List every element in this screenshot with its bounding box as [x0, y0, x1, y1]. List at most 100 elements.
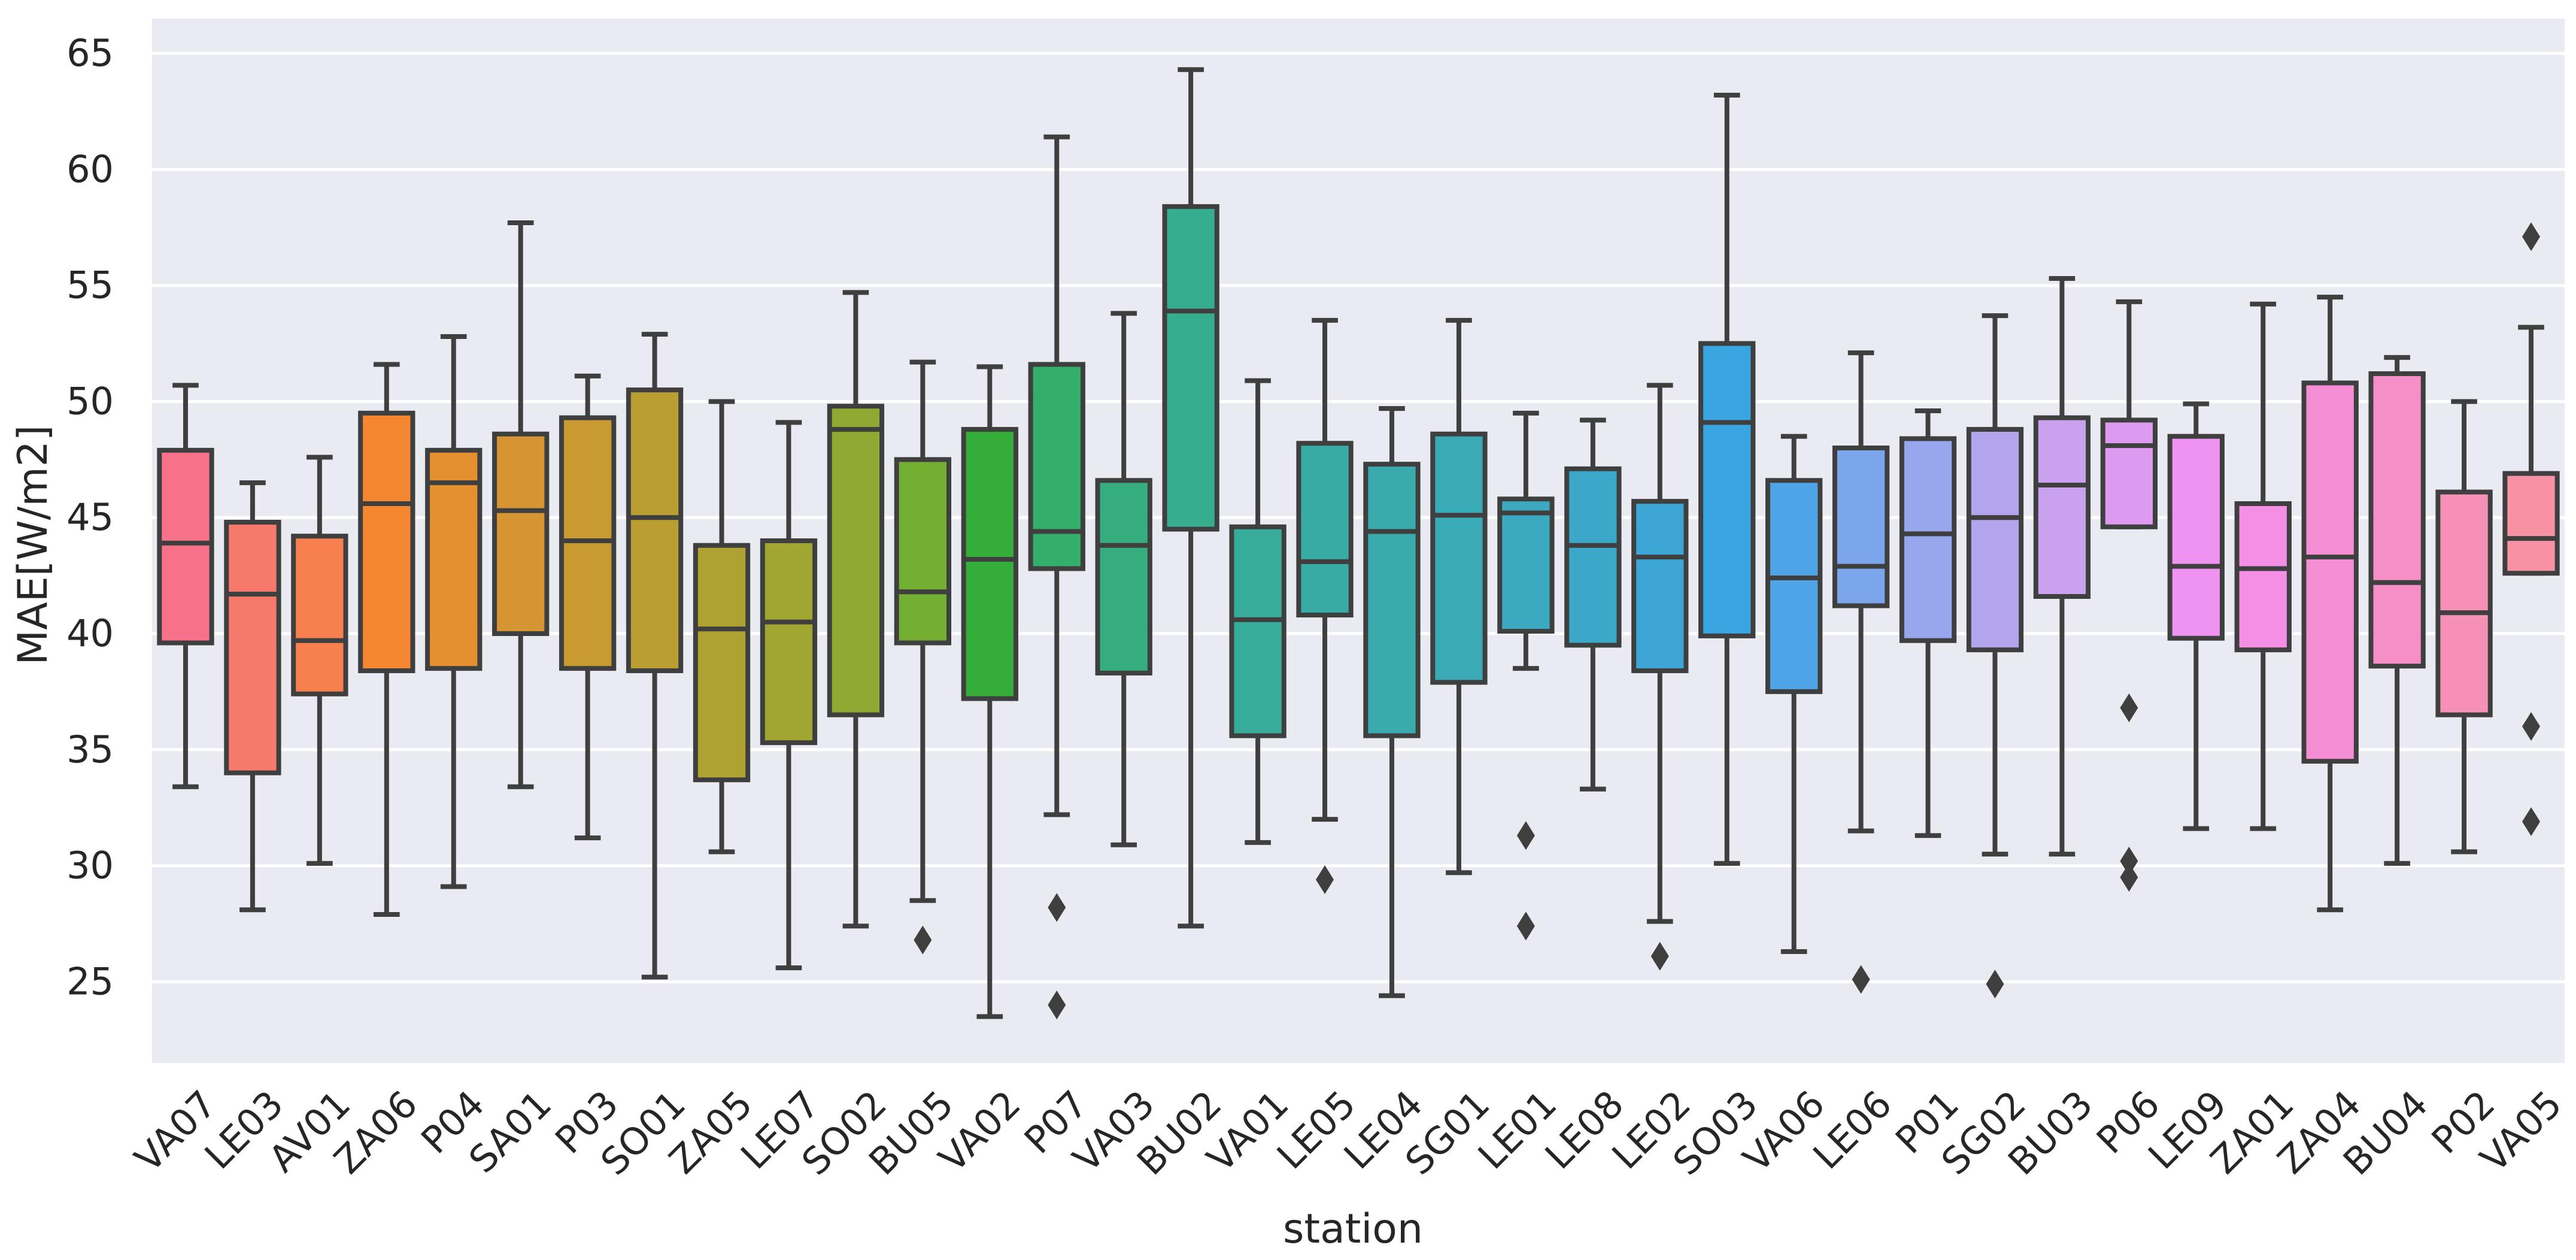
outlier-point: [914, 925, 932, 955]
outlier-point: [1852, 965, 1870, 994]
y-tick-label: 35: [66, 728, 114, 771]
x-axis-ticks: VA07LE03AV01ZA06P04SA01P03SO01ZA05LE07SO…: [126, 1082, 2571, 1184]
box-iqr: [1832, 445, 1890, 608]
x-tick-label: LE01: [1470, 1082, 1565, 1178]
box-za05: [693, 399, 751, 855]
box-bu04: [2368, 355, 2426, 866]
box-va07: [157, 383, 214, 789]
box-le05: [1296, 317, 1354, 894]
plot-background: [152, 19, 2565, 1063]
outlier-point: [1516, 911, 1535, 941]
y-axis-label: MAE[W/m2]: [10, 425, 57, 665]
box-sg02: [1966, 313, 2024, 999]
box-za04: [2301, 295, 2359, 913]
x-axis-label: station: [1283, 1206, 1423, 1253]
box-va01: [1229, 378, 1287, 845]
box-iqr: [2368, 371, 2426, 669]
x-tick-label: LE05: [1269, 1082, 1364, 1178]
y-tick-label: 50: [66, 379, 114, 423]
box-iqr: [894, 457, 952, 646]
box-so01: [626, 332, 684, 980]
outlier-point: [2120, 693, 2138, 723]
box-le08: [1564, 417, 1622, 792]
box-le01: [1497, 410, 1555, 941]
box-iqr: [1564, 466, 1622, 648]
outlier-point: [1048, 893, 1066, 922]
outlier-point: [2120, 862, 2138, 892]
box-p01: [1899, 408, 1957, 838]
box-iqr: [1296, 441, 1354, 618]
y-tick-label: 45: [66, 495, 114, 539]
outlier-point: [2522, 222, 2541, 252]
box-iqr: [2435, 489, 2493, 717]
y-axis-ticks: 25 30 35 40 45 50 55 60 65: [66, 31, 114, 1003]
box-iqr: [626, 387, 684, 674]
box-iqr: [1497, 496, 1555, 634]
box-le06: [1832, 350, 1890, 994]
y-tick-label: 30: [66, 844, 114, 888]
outlier-point: [2522, 712, 2541, 741]
box-iqr: [1095, 478, 1152, 676]
gridlines: [152, 52, 2565, 983]
outlier-point: [1986, 970, 2004, 999]
box-va02: [961, 364, 1018, 1019]
box-iqr: [2502, 471, 2560, 576]
box-iqr: [1162, 204, 1219, 532]
x-tick-label: VA07: [126, 1082, 225, 1181]
outlier-point: [1516, 821, 1535, 850]
box-iqr: [1028, 362, 1085, 571]
box-iqr: [425, 447, 483, 671]
box-p03: [559, 373, 617, 841]
x-tick-label: LE06: [1804, 1082, 1900, 1178]
box-iqr: [2234, 501, 2292, 653]
outlier-point: [1048, 991, 1066, 1020]
box-iqr: [2167, 434, 2225, 641]
box-bu02: [1162, 67, 1219, 929]
box-va03: [1095, 311, 1152, 847]
box-iqr: [1899, 436, 1957, 643]
box-va06: [1765, 434, 1823, 954]
box-le03: [224, 480, 281, 913]
box-iqr: [827, 404, 885, 717]
outlier-point: [1316, 865, 1334, 894]
box-av01: [291, 455, 348, 866]
box-iqr: [760, 538, 818, 746]
box-iqr: [1229, 524, 1287, 738]
box-bu05: [894, 359, 952, 955]
box-le04: [1363, 406, 1421, 998]
y-tick-label: 55: [66, 263, 114, 307]
box-iqr: [1966, 426, 2024, 653]
y-tick-label: 25: [66, 959, 114, 1003]
box-p02: [2435, 399, 2493, 855]
box-za06: [358, 362, 415, 917]
box-iqr: [1765, 478, 1823, 694]
box-iqr: [291, 534, 348, 696]
box-le07: [760, 420, 818, 971]
box-iqr: [492, 431, 550, 637]
box-iqr: [157, 447, 214, 646]
box-iqr: [1363, 462, 1421, 738]
box-le02: [1631, 383, 1689, 971]
box-za01: [2234, 301, 2292, 831]
box-so02: [827, 290, 885, 929]
box-p06: [2100, 299, 2158, 892]
box-iqr: [2100, 417, 2158, 529]
box-iqr: [2033, 415, 2091, 599]
box-iqr: [224, 519, 281, 776]
box-iqr: [1430, 431, 1488, 685]
boxes: [157, 67, 2560, 1020]
box-iqr: [358, 410, 415, 674]
outlier-point: [1650, 941, 1669, 971]
y-tick-label: 40: [66, 611, 114, 655]
box-iqr: [1698, 341, 1756, 638]
box-p04: [425, 334, 483, 889]
box-le09: [2167, 401, 2225, 831]
box-va05: [2502, 222, 2560, 836]
box-iqr: [1631, 499, 1689, 674]
box-sg01: [1430, 317, 1488, 876]
box-iqr: [961, 426, 1018, 701]
y-tick-label: 65: [66, 31, 114, 75]
outlier-point: [2522, 807, 2541, 836]
box-sa01: [492, 220, 550, 789]
